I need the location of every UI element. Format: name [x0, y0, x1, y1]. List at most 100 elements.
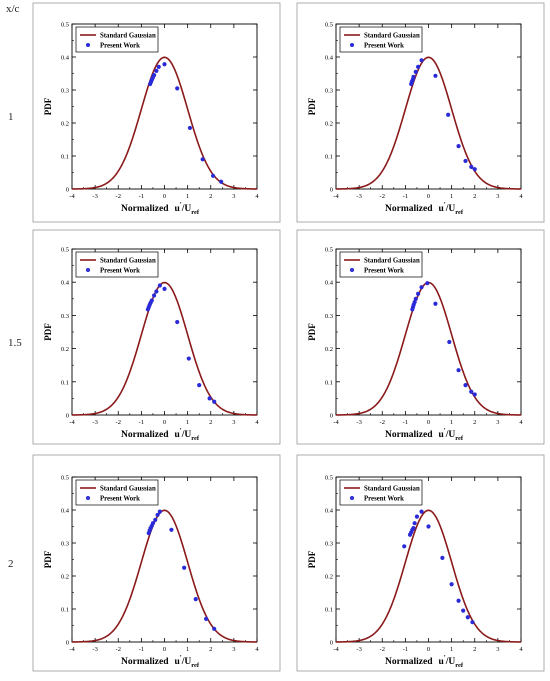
legend-gaussian-label: Standard Gaussian	[364, 486, 420, 493]
y-tick-label: 0.3	[61, 313, 69, 320]
y-axis-label: PDF	[43, 550, 53, 568]
y-tick-label: 0.1	[325, 379, 333, 386]
x-tick-label: -1	[139, 419, 144, 426]
panel-frame	[296, 2, 545, 223]
legend-box	[339, 479, 423, 506]
gaussian-curve	[71, 56, 258, 190]
legend-points-swatch	[350, 496, 354, 500]
panel-frame	[296, 229, 545, 445]
legend-gaussian-label: Standard Gaussian	[100, 33, 156, 40]
data-point	[419, 58, 424, 63]
x-tick-label: 0	[427, 419, 430, 426]
data-point	[219, 179, 224, 184]
x-axis-label: Normalized u'/Uref	[121, 201, 200, 216]
data-point	[447, 339, 452, 345]
chart-panel: -4 -3 -2 -1 0 1 2 3 4 0 0.1 0.2 0.3 0.4 0.5 Standard Ga…	[296, 454, 545, 672]
chart-panel: -4 -3 -2 -1 0 1 2 3 4 0 0.1 0.2 0.3 0.4 0.5 Standard Ga…	[32, 2, 281, 223]
y-tick-label: 0.4	[325, 508, 334, 515]
gaussian-curve	[335, 56, 522, 190]
y-axis-label: PDF	[307, 97, 317, 115]
x-axis-label-part: '	[180, 654, 182, 662]
y-tick-label: 0.1	[325, 607, 333, 614]
data-point	[415, 291, 421, 296]
x-tick-label: -3	[356, 419, 361, 426]
data-point	[433, 73, 438, 78]
data-point	[175, 86, 180, 91]
y-tick-label: 0.2	[325, 346, 333, 353]
legend-points-label: Present Work	[364, 496, 404, 503]
x-tick-label: 2	[473, 646, 476, 653]
y-tick-label: 0.5	[325, 247, 333, 254]
data-point	[411, 526, 416, 531]
data-point	[413, 296, 418, 301]
x-axis-label-part: /U	[181, 204, 192, 214]
x-tick-label: 2	[209, 419, 212, 426]
data-point	[200, 157, 205, 162]
x-tick-label: 3	[496, 646, 499, 653]
y-tick-label: 0.1	[61, 607, 69, 614]
data-point	[204, 616, 209, 622]
x-axis-label-part: '	[180, 201, 182, 209]
x-tick-label: 1	[186, 419, 189, 426]
data-point	[154, 68, 159, 73]
x-axis-label-part: Normalized	[385, 657, 433, 667]
y-tick-label: 0.3	[61, 541, 69, 548]
y-tick-label: 0.3	[325, 313, 333, 320]
data-point	[465, 615, 470, 620]
panel-frame	[296, 454, 545, 672]
x-axis-label-part: u	[175, 204, 181, 214]
y-tick-label: 0	[66, 640, 69, 647]
x-axis-label: Normalized u'/Uref	[385, 201, 464, 216]
data-point	[150, 521, 156, 526]
legend-gaussian-label: Standard Gaussian	[364, 258, 420, 265]
chart-panel: -4 -3 -2 -1 0 1 2 3 4 0 0.1 0.2 0.3 0.4 0.5 Standard Ga…	[32, 229, 281, 445]
legend-box	[75, 251, 159, 278]
y-tick-label: 0	[330, 413, 333, 420]
chart-panel: -4 -3 -2 -1 0 1 2 3 4 0 0.1 0.2 0.3 0.4 0.5 Standard Ga…	[32, 454, 281, 672]
x-tick-label: 1	[450, 193, 453, 200]
y-axis-label: PDF	[43, 323, 53, 341]
data-point	[186, 356, 191, 361]
gaussian-curve	[71, 281, 258, 416]
x-axis-label-part: Normalized	[121, 204, 169, 214]
x-axis-label: Normalized u'/Uref	[385, 654, 464, 669]
data-point	[446, 112, 451, 117]
data-point	[412, 521, 417, 526]
row-label: 2	[8, 558, 14, 570]
x-tick-label: 3	[232, 646, 235, 653]
data-point	[456, 368, 461, 373]
y-tick-label: 0.2	[325, 574, 333, 581]
data-point	[472, 392, 477, 397]
data-point	[207, 396, 212, 401]
x-axis-label-part: u	[439, 204, 445, 214]
x-axis-label-part: u	[175, 657, 181, 667]
x-tick-label: 0	[163, 193, 166, 200]
data-point	[155, 512, 160, 518]
x-tick-label: 3	[232, 193, 235, 200]
x-tick-label: -4	[69, 193, 75, 200]
y-tick-label: 0.4	[325, 280, 334, 287]
x-tick-label: -4	[69, 419, 75, 426]
x-tick-label: 0	[427, 193, 430, 200]
data-point	[212, 399, 217, 404]
data-point	[193, 597, 198, 602]
data-point	[414, 514, 420, 519]
x-tick-label: -4	[333, 646, 339, 653]
data-point	[449, 582, 454, 587]
data-point	[411, 74, 416, 79]
y-tick-label: 0.2	[61, 574, 69, 581]
legend-points-swatch	[86, 496, 90, 500]
x-tick-label: -3	[92, 419, 97, 426]
x-axis-label-part: ref	[191, 209, 200, 216]
data-point	[151, 293, 157, 298]
data-point	[413, 69, 418, 74]
x-axis-label-part: '	[444, 427, 446, 435]
data-point	[425, 281, 430, 286]
legend-points-swatch	[86, 43, 90, 47]
y-tick-label: 0.4	[325, 55, 334, 62]
y-tick-label: 0.5	[61, 22, 69, 29]
data-point	[433, 301, 438, 306]
data-point	[470, 620, 475, 625]
y-tick-label: 0.4	[61, 55, 70, 62]
data-point	[154, 289, 159, 294]
